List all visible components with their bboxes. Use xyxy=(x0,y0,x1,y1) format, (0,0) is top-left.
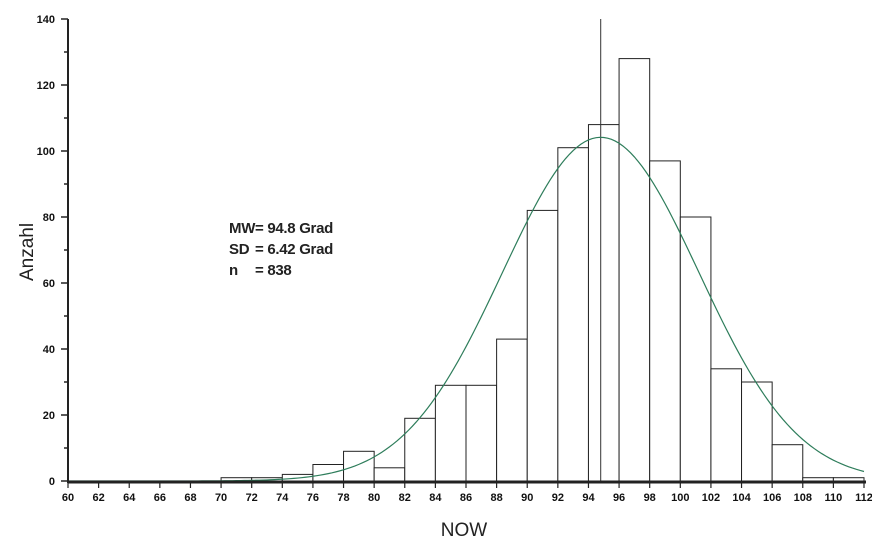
y-tick-label: 20 xyxy=(43,410,55,422)
x-tick-label: 70 xyxy=(215,492,227,504)
x-axis-title: NOW xyxy=(441,520,488,541)
histogram-bar xyxy=(741,381,773,482)
x-tick-label: 112 xyxy=(855,492,872,504)
histogram-bar xyxy=(404,417,436,482)
histogram-bar xyxy=(312,464,345,482)
stat-key-sd: SD xyxy=(229,241,250,258)
histogram-bar xyxy=(557,147,589,482)
histogram-bar xyxy=(710,368,743,482)
stat-row-mean: MW = 94.8 Grad xyxy=(229,218,333,239)
x-tick-label: 100 xyxy=(671,492,689,504)
x-tick-label: 76 xyxy=(307,492,319,504)
stat-row-n: n = 838 xyxy=(229,260,333,281)
y-tick-label: 40 xyxy=(43,344,55,356)
statistics-annotation: MW = 94.8 Grad SD = 6.42 Grad n = 838 xyxy=(229,218,333,281)
stat-value-mw: = 94.8 Grad xyxy=(255,220,333,237)
stat-key-n: n xyxy=(229,262,238,279)
histogram-bar xyxy=(496,338,528,482)
stat-key-mw: MW xyxy=(229,220,256,237)
x-tick-label: 64 xyxy=(123,492,136,504)
stat-value-n: = 838 xyxy=(255,262,292,279)
y-tick-label: 140 xyxy=(37,14,55,26)
x-tick-label: 60 xyxy=(62,492,74,504)
x-tick-label: 88 xyxy=(490,492,502,504)
x-tick-label: 94 xyxy=(582,492,595,504)
x-tick-label: 96 xyxy=(613,492,625,504)
y-tick-label: 60 xyxy=(43,278,55,290)
histogram-bar xyxy=(679,216,712,482)
x-tick-label: 74 xyxy=(276,492,289,504)
stat-value-sd: = 6.42 Grad xyxy=(255,241,333,258)
histogram-bar xyxy=(649,160,681,482)
histogram-bar xyxy=(771,444,804,482)
histogram-bar xyxy=(373,467,406,482)
x-tick-label: 102 xyxy=(702,492,720,504)
x-tick-label: 104 xyxy=(732,492,751,504)
histogram-bar xyxy=(465,384,498,482)
x-tick-label: 72 xyxy=(246,492,258,504)
y-axis-title: Anzahl xyxy=(17,223,38,281)
x-tick-label: 98 xyxy=(644,492,656,504)
stat-row-sd: SD = 6.42 Grad xyxy=(229,239,333,260)
x-tick-label: 84 xyxy=(429,492,442,504)
x-tick-label: 86 xyxy=(460,492,472,504)
y-tick-label: 80 xyxy=(43,212,55,224)
y-tick-label: 0 xyxy=(49,476,55,488)
x-tick-label: 106 xyxy=(763,492,781,504)
y-tick-label: 120 xyxy=(37,80,55,92)
x-tick-label: 90 xyxy=(521,492,533,504)
x-tick-label: 66 xyxy=(154,492,166,504)
histogram-bar xyxy=(526,209,559,482)
x-tick-label: 68 xyxy=(184,492,196,504)
x-tick-label: 80 xyxy=(368,492,380,504)
x-tick-label: 110 xyxy=(825,492,843,504)
y-tick-label: 100 xyxy=(37,146,55,158)
histogram-bar xyxy=(343,450,375,482)
histogram-bar xyxy=(618,58,651,482)
x-tick-label: 62 xyxy=(92,492,104,504)
x-tick-label: 92 xyxy=(552,492,564,504)
histogram-bar xyxy=(587,124,620,482)
x-tick-label: 78 xyxy=(337,492,349,504)
x-tick-label: 108 xyxy=(794,492,812,504)
histogram-bar xyxy=(434,384,467,482)
x-tick-label: 82 xyxy=(399,492,411,504)
